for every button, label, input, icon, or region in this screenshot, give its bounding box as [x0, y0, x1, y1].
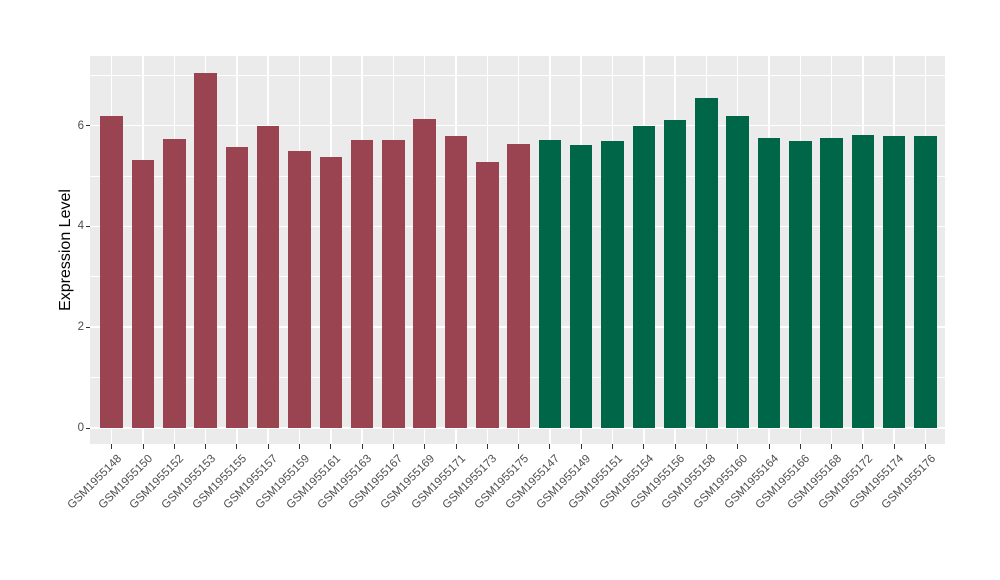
- bar-GSM1955174: [882, 136, 906, 428]
- x-axis-tick: [424, 444, 426, 449]
- bar-GSM1955161: [319, 157, 343, 428]
- plot-panel: [90, 56, 945, 444]
- y-axis-title: Expression Level: [57, 189, 74, 311]
- bar-GSM1955169: [413, 119, 436, 428]
- bar-GSM1955166: [789, 141, 812, 428]
- gridline-major: [90, 427, 945, 429]
- x-axis-tick: [893, 444, 895, 449]
- bar-GSM1955157: [256, 125, 280, 428]
- gridline-major: [90, 124, 945, 127]
- bar-GSM1955175: [507, 144, 530, 428]
- y-tick-label: 0: [77, 422, 84, 434]
- x-axis-tick: [111, 444, 113, 449]
- x-axis-tick: [173, 444, 175, 449]
- bar-GSM1955150: [131, 159, 155, 428]
- y-axis-tick: [85, 225, 90, 227]
- y-axis-tick: [85, 326, 90, 328]
- bar-GSM1955163: [350, 139, 374, 428]
- y-tick-label: 2: [77, 321, 84, 334]
- bar-GSM1955171: [444, 135, 468, 428]
- bar-GSM1955167: [382, 139, 405, 428]
- x-axis-tick: [643, 444, 645, 449]
- bar-GSM1955172: [851, 135, 875, 428]
- bar-GSM1955155: [225, 147, 249, 428]
- bar-GSM1955148: [100, 115, 123, 428]
- bar-GSM1955159: [288, 151, 311, 428]
- x-axis-tick: [392, 444, 394, 449]
- bar-GSM1955158: [695, 97, 718, 428]
- x-axis-tick: [330, 444, 332, 449]
- x-axis-tick: [862, 444, 864, 449]
- x-axis-tick: [612, 444, 613, 449]
- x-axis-tick: [925, 444, 926, 449]
- x-axis-tick: [205, 444, 207, 449]
- bar-GSM1955152: [163, 138, 186, 428]
- gridline-minor: [90, 74, 945, 76]
- bar-GSM1955164: [757, 137, 781, 428]
- x-axis-tick: [674, 444, 676, 449]
- x-axis-tick: [299, 444, 300, 449]
- x-axis-tick: [549, 444, 551, 449]
- x-axis-tick: [580, 444, 582, 449]
- bar-GSM1955168: [820, 137, 843, 428]
- x-axis-tick: [831, 444, 833, 449]
- bar-GSM1955156: [663, 119, 687, 428]
- x-axis-tick: [799, 444, 801, 449]
- y-tick-label: 4: [77, 220, 84, 233]
- bar-GSM1955149: [569, 144, 593, 428]
- x-axis-tick: [768, 444, 770, 449]
- bar-GSM1955160: [726, 115, 749, 428]
- x-axis-tick: [518, 444, 520, 449]
- y-axis-tick: [85, 125, 90, 127]
- x-axis-tick: [267, 444, 269, 449]
- x-axis-tick: [142, 444, 144, 449]
- x-axis-tick: [705, 444, 707, 449]
- y-tick-label: 6: [77, 119, 84, 132]
- x-axis-tick: [236, 444, 238, 449]
- x-axis-tick: [361, 444, 363, 449]
- bar-GSM1955153: [194, 73, 217, 428]
- x-axis-tick: [737, 444, 739, 449]
- x-axis-tick: [486, 444, 488, 449]
- bar-GSM1955151: [601, 141, 624, 428]
- bar-GSM1955176: [914, 136, 937, 428]
- bar-GSM1955173: [476, 161, 499, 428]
- y-axis-tick: [85, 427, 90, 429]
- x-axis-tick: [455, 444, 457, 449]
- bar-GSM1955147: [538, 139, 562, 428]
- bar-GSM1955154: [632, 125, 656, 428]
